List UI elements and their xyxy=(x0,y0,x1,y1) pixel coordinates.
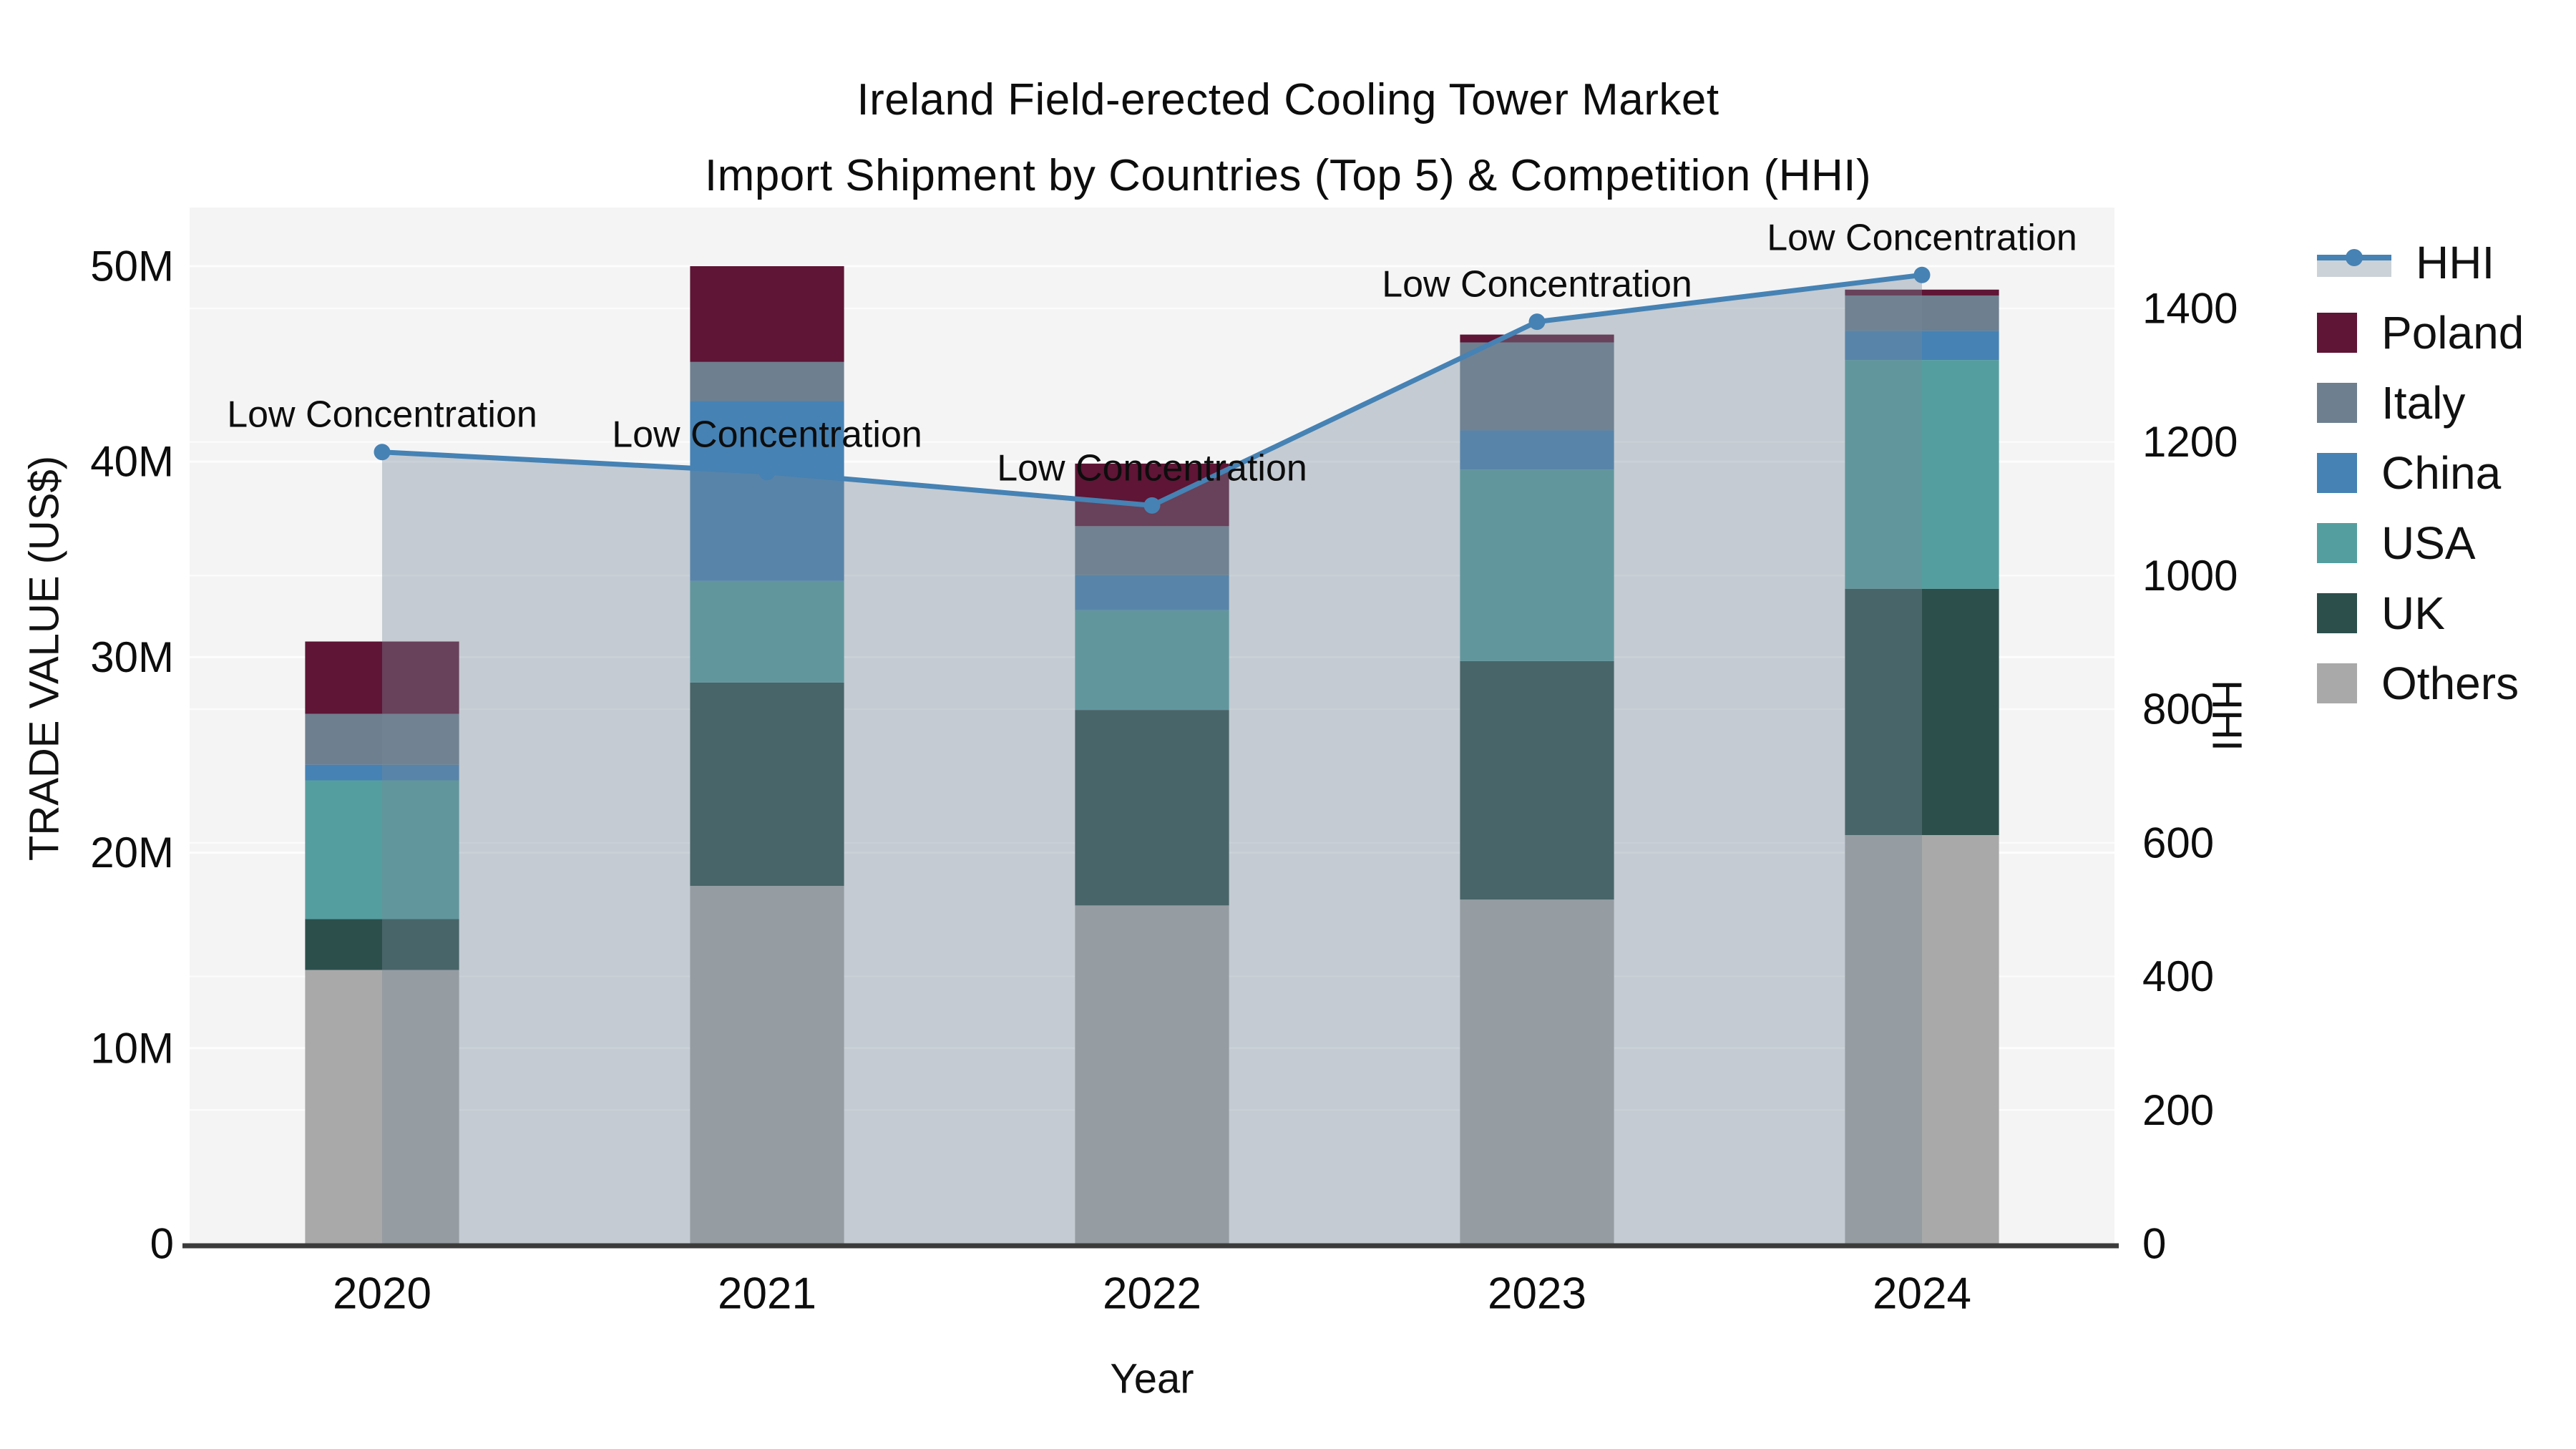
hhi-marker-2021 xyxy=(758,464,776,481)
bar-segment-others-2021 xyxy=(690,886,844,1244)
y-right-tick-label: 400 xyxy=(2142,952,2214,1000)
legend-label: China xyxy=(2381,447,2502,499)
legend-item-italy: Italy xyxy=(2317,368,2524,438)
bar-segment-italy-2023 xyxy=(1460,342,1614,431)
bar-segment-uk-2024 xyxy=(1845,588,1999,835)
bar-segment-usa-2021 xyxy=(690,580,844,683)
hhi-line-icon xyxy=(2317,245,2391,280)
y-right-tick-label: 800 xyxy=(2142,686,2214,733)
hhi-marker-2023 xyxy=(1528,313,1546,331)
y-left-tick-label: 40M xyxy=(90,438,174,486)
bar-segment-others-2024 xyxy=(1845,834,1999,1244)
italy-swatch xyxy=(2317,383,2357,423)
y-right-tick-label: 1200 xyxy=(2142,418,2238,466)
bar-segment-italy-2024 xyxy=(1845,295,1999,331)
bar-segment-usa-2020 xyxy=(305,780,459,919)
hhi-marker-2020 xyxy=(374,444,391,461)
bar-segment-china-2021 xyxy=(690,401,844,581)
y-left-tick-label: 10M xyxy=(90,1024,174,1072)
legend-item-hhi: HHI xyxy=(2317,228,2524,298)
bar-segment-poland-2023 xyxy=(1460,334,1614,343)
y-right-tick-label: 1400 xyxy=(2142,284,2238,332)
y-right-tick-label: 0 xyxy=(2142,1220,2166,1268)
bar-segment-poland-2021 xyxy=(690,265,844,362)
bar-segment-uk-2020 xyxy=(305,919,459,970)
legend-item-others: Others xyxy=(2317,648,2524,718)
bar-segment-italy-2021 xyxy=(690,361,844,401)
x-tick-label: 2020 xyxy=(333,1269,431,1319)
y-left-tick-label: 0 xyxy=(150,1220,174,1268)
bar-segment-italy-2022 xyxy=(1075,526,1229,575)
chart-title-line1: Ireland Field-erected Cooling Tower Mark… xyxy=(857,75,1719,125)
bar-segment-poland-2020 xyxy=(305,641,459,714)
legend-label: Italy xyxy=(2381,377,2466,429)
legend-item-uk: UK xyxy=(2317,578,2524,648)
x-tick-label: 2021 xyxy=(718,1269,816,1319)
bar-segment-china-2024 xyxy=(1845,331,1999,361)
x-axis-title: Year xyxy=(1110,1355,1194,1402)
hhi-area-fill xyxy=(382,275,1922,1244)
y-left-tick-label: 20M xyxy=(90,829,174,877)
legend-item-poland: Poland xyxy=(2317,298,2524,368)
legend-item-usa: USA xyxy=(2317,508,2524,578)
y-left-tick-label: 50M xyxy=(90,242,174,290)
x-tick-label: 2024 xyxy=(1873,1269,1971,1319)
y-right-tick-label: 1000 xyxy=(2142,552,2238,600)
poland-swatch xyxy=(2317,313,2357,353)
legend-label: Poland xyxy=(2381,307,2524,358)
legend-label: Others xyxy=(2381,658,2519,709)
annotation-2021: Low Concentration xyxy=(612,414,922,456)
bar-segment-china-2023 xyxy=(1460,430,1614,470)
legend-label: HHI xyxy=(2416,237,2495,288)
hhi-marker-2022 xyxy=(1143,497,1161,514)
bar-segment-uk-2021 xyxy=(690,682,844,887)
annotation-2020: Low Concentration xyxy=(227,394,537,436)
bar-segment-poland-2022 xyxy=(1075,463,1229,527)
chart-title-line2: Import Shipment by Countries (Top 5) & C… xyxy=(704,151,1872,200)
hhi-marker-2024 xyxy=(1913,266,1931,283)
y-axis-right-title: HHI xyxy=(2203,680,2250,751)
x-tick-label: 2023 xyxy=(1488,1269,1586,1319)
y-axis-left-title: TRADE VALUE (US$) xyxy=(21,455,68,862)
bar-segment-china-2022 xyxy=(1075,575,1229,610)
bar-segment-italy-2020 xyxy=(305,713,459,765)
bar-segment-uk-2023 xyxy=(1460,660,1614,900)
y-right-tick-label: 600 xyxy=(2142,819,2214,867)
annotation-2024: Low Concentration xyxy=(1767,217,2077,258)
legend: HHI Poland Italy China USA UK Others xyxy=(2317,228,2524,718)
bar-segment-others-2022 xyxy=(1075,905,1229,1244)
bar-segment-uk-2022 xyxy=(1075,710,1229,906)
legend-label: USA xyxy=(2381,517,2476,569)
china-swatch xyxy=(2317,453,2357,493)
annotation-2023: Low Concentration xyxy=(1382,264,1692,306)
bar-segment-others-2020 xyxy=(305,970,459,1244)
bar-segment-usa-2024 xyxy=(1845,360,1999,589)
y-left-tick-label: 30M xyxy=(90,633,174,681)
bar-segment-others-2023 xyxy=(1460,899,1614,1244)
bar-segment-poland-2024 xyxy=(1845,289,1999,296)
others-swatch xyxy=(2317,663,2357,703)
bar-segment-usa-2023 xyxy=(1460,469,1614,661)
legend-item-china: China xyxy=(2317,438,2524,508)
bar-segment-china-2020 xyxy=(305,764,459,781)
usa-swatch xyxy=(2317,523,2357,563)
y-right-tick-label: 200 xyxy=(2142,1086,2214,1134)
legend-label: UK xyxy=(2381,587,2445,639)
bar-segment-usa-2022 xyxy=(1075,610,1229,711)
x-tick-label: 2022 xyxy=(1103,1269,1201,1319)
uk-swatch xyxy=(2317,593,2357,633)
annotation-2022: Low Concentration xyxy=(997,447,1307,489)
hhi-marker-swatch xyxy=(2346,249,2363,266)
